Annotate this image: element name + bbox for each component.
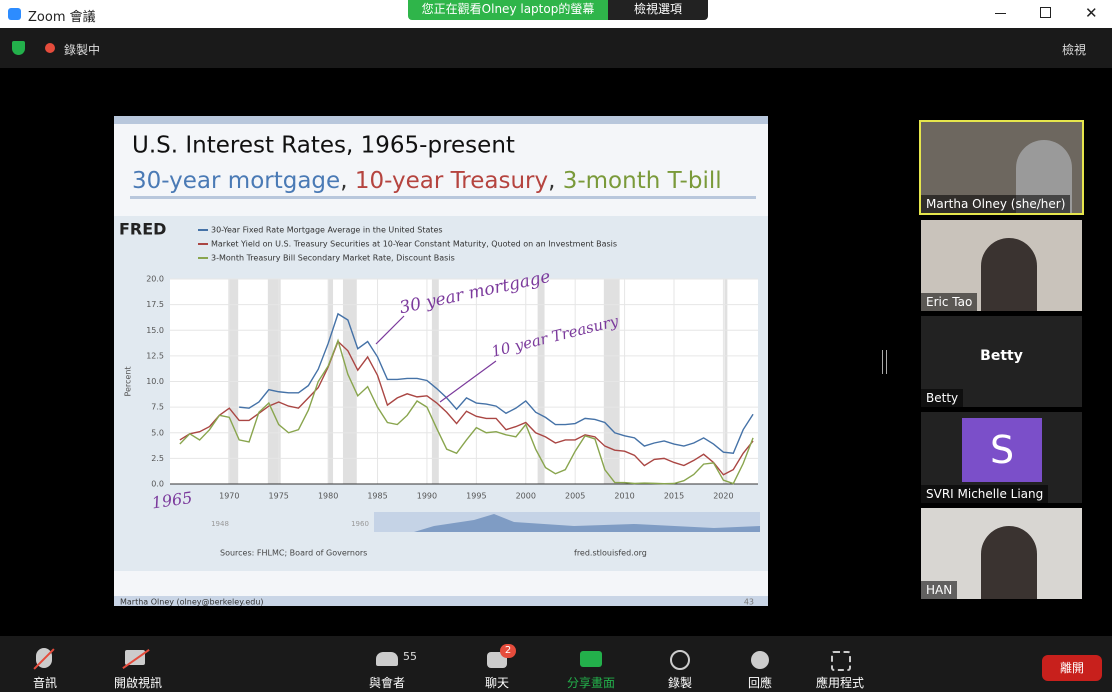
title-bar: Zoom 會議 您正在觀看Olney laptop的螢幕 檢視選項 ✕ (0, 0, 1112, 28)
x-tick-label: 1980 (318, 492, 338, 501)
x-tick-label: 1985 (367, 492, 387, 501)
navigator-label: 1960 (351, 520, 369, 528)
x-tick-label: 2020 (713, 492, 733, 501)
display-name: Betty (980, 348, 1023, 364)
participants-label[interactable]: 與會者 (368, 676, 405, 690)
name-label: Betty (921, 389, 964, 407)
slide-page: 43 (744, 598, 754, 607)
x-tick-label: 1990 (417, 492, 437, 501)
record-label[interactable]: 錄製 (667, 676, 692, 690)
y-tick-label: 0.0 (151, 480, 164, 489)
video-figure (981, 238, 1037, 311)
x-tick-label: 2015 (664, 492, 684, 501)
participant-tile[interactable]: Betty Betty (921, 316, 1082, 407)
y-tick-label: 15.0 (146, 326, 164, 335)
participant-count: 55 (403, 650, 417, 663)
zoom-icon (8, 8, 21, 20)
fred-logo: FRED (119, 220, 166, 239)
chat-label[interactable]: 聊天 (484, 676, 509, 690)
slide-top-band (114, 116, 768, 124)
participants-icon[interactable] (376, 652, 398, 666)
splitter[interactable] (882, 350, 887, 374)
record-dot (45, 43, 55, 53)
share-icon[interactable] (580, 651, 602, 667)
leave-button[interactable]: 離開 (1042, 655, 1102, 681)
name-label: Martha Olney (she/her) (921, 195, 1071, 213)
x-tick-label: 1995 (466, 492, 486, 501)
subtitle-sep: , (340, 168, 355, 194)
y-tick-label: 12.5 (146, 351, 164, 360)
share-label[interactable]: 分享畫面 (566, 676, 615, 690)
x-tick-label: 1970 (219, 492, 239, 501)
annotation-arrow (439, 360, 497, 403)
recording-label: 錄製中 (64, 43, 101, 57)
record-icon[interactable] (670, 650, 690, 670)
slide-footer: Martha Olney (olney@berkeley.edu) (120, 598, 264, 607)
sources: Sources: FHLMC; Board of Governors (220, 549, 367, 558)
navigator-label: 1948 (211, 520, 229, 528)
y-tick-label: 20.0 (146, 275, 164, 284)
share-banner: 您正在觀看Olney laptop的螢幕 (408, 0, 608, 20)
participant-tile[interactable]: Eric Tao (921, 220, 1082, 311)
view-options[interactable]: 檢視選項 (608, 0, 708, 20)
security-icon[interactable] (12, 41, 25, 55)
legend-label: 3-Month Treasury Bill Secondary Market R… (211, 254, 455, 263)
name-label: HAN (921, 581, 958, 599)
subtitle-treasury: 10-year Treasury (355, 168, 548, 194)
maximize[interactable] (1040, 7, 1051, 18)
audio-label[interactable]: 音訊 (32, 676, 57, 690)
minimize[interactable] (995, 13, 1006, 14)
legend-label: Market Yield on U.S. Treasury Securities… (211, 240, 617, 249)
y-tick-label: 10.0 (146, 377, 164, 386)
reactions-icon[interactable] (751, 651, 769, 669)
annotation-arrow (375, 315, 405, 345)
slide: U.S. Interest Rates, 1965-present 30-yea… (114, 116, 768, 606)
site: fred.stlouisfed.org (574, 549, 647, 558)
x-tick-label: 1975 (269, 492, 289, 501)
x-tick-label: 2005 (565, 492, 585, 501)
participant-tile[interactable]: HAN (921, 508, 1082, 599)
plot: 0.0 2.5 5.0 7.5 10.0 12.5 15.0 17.5 20.0 1970 1975… (119, 220, 760, 558)
close[interactable]: ✕ (1085, 4, 1098, 22)
subtitle-tbill: 3-month T-bill (563, 168, 722, 194)
title-rule (130, 196, 756, 199)
y-axis-label: Percent (124, 366, 133, 396)
y-tick-label: 7.5 (151, 403, 164, 412)
x-tick-label: 2000 (516, 492, 536, 501)
view-button[interactable]: 檢視 (1062, 43, 1087, 57)
top-bar: 錄製中 檢視 (0, 28, 1112, 68)
navigator-area (414, 514, 760, 532)
subtitle-mortgage: 30-year mortgage (132, 168, 340, 194)
video-label[interactable]: 開啟視訊 (113, 676, 162, 690)
series-line (239, 312, 754, 454)
chat-badge: 2 (500, 644, 516, 658)
series-line (179, 338, 754, 485)
x-tick-label: 2010 (614, 492, 634, 501)
slide-title: U.S. Interest Rates, 1965-present (132, 133, 515, 159)
y-tick-label: 17.5 (146, 300, 164, 309)
apps-label[interactable]: 應用程式 (815, 676, 864, 690)
avatar: S (962, 418, 1042, 482)
subtitle-sep: , (548, 168, 563, 194)
window-title: Zoom 會議 (28, 10, 96, 25)
y-tick-label: 5.0 (151, 428, 164, 437)
legend-label: 30-Year Fixed Rate Mortgage Average in t… (211, 226, 443, 235)
apps-icon[interactable] (831, 651, 851, 671)
name-label: Eric Tao (921, 293, 978, 311)
y-tick-label: 2.5 (151, 454, 164, 463)
series-line (179, 340, 754, 476)
toolbar: 55 2 音訊 開啟視訊 與會者 聊天 分享畫面 錄製 回應 應用程式 離開 (0, 636, 1112, 692)
participant-tile[interactable]: S SVRI Michelle Liang (921, 412, 1082, 503)
slide-subtitle: 30-year mortgage, 10-year Treasury, 3-mo… (132, 168, 722, 194)
reactions-label[interactable]: 回應 (747, 676, 772, 690)
video-figure (981, 526, 1037, 599)
footer-band (114, 596, 768, 606)
name-label: SVRI Michelle Liang (921, 485, 1049, 503)
participant-tile[interactable]: Martha Olney (she/her) (919, 120, 1084, 215)
